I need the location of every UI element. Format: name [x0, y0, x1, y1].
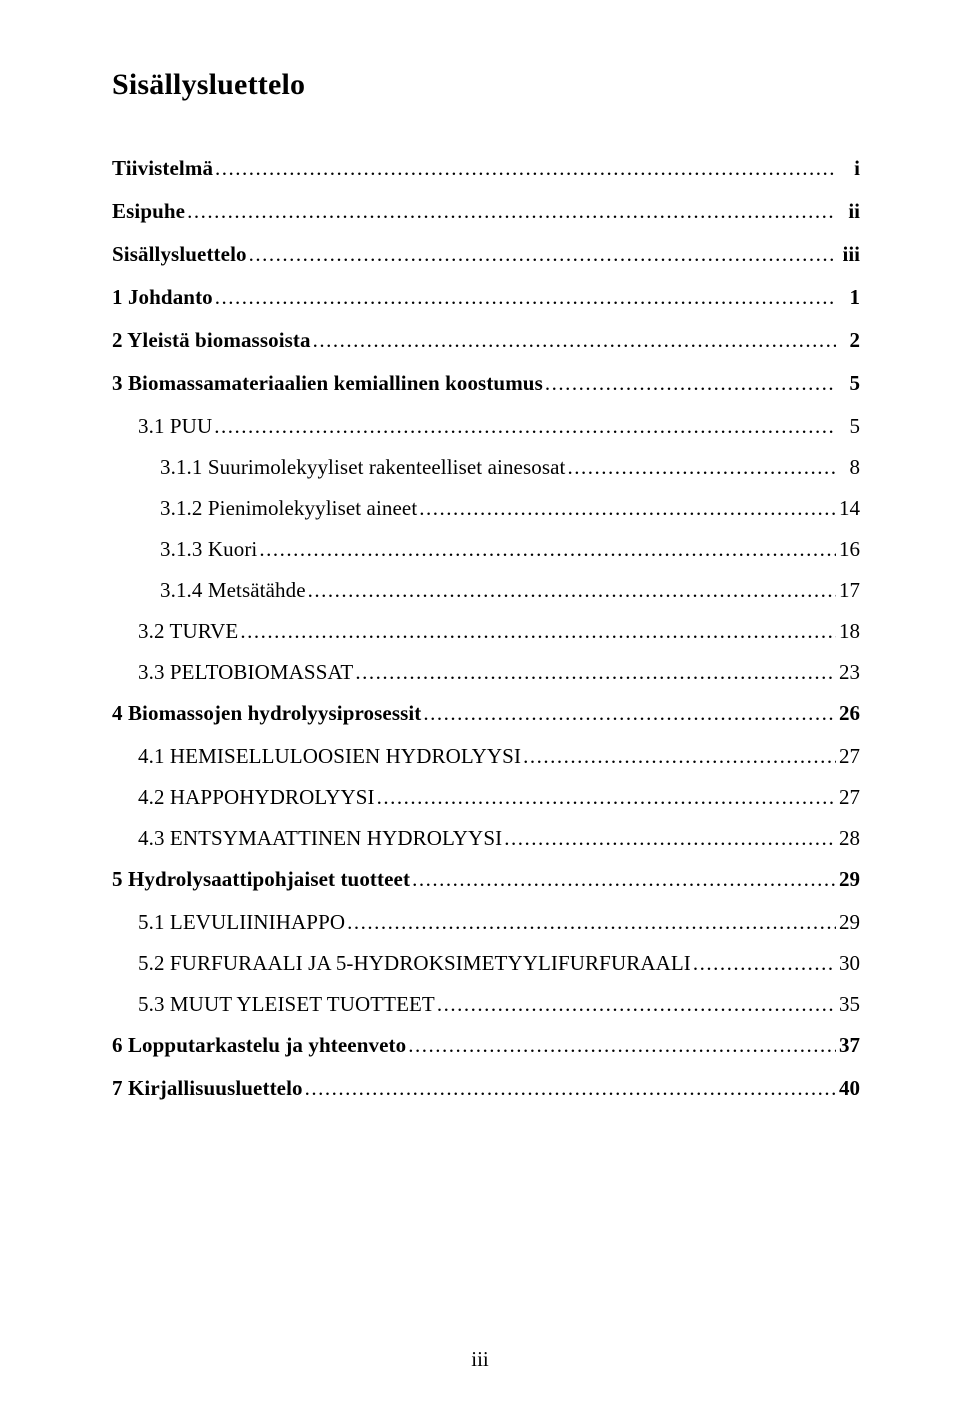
toc-dot-leader	[375, 787, 836, 808]
toc-entry: 3.1 PUU 5	[112, 416, 860, 437]
toc-entry-label: 3.3 PELTOBIOMASSAT	[112, 662, 353, 683]
toc-entry-label: 6 Lopputarkastelu ja yhteenveto	[112, 1035, 406, 1056]
toc-entry-label: 5.2 FURFURAALI JA 5-HYDROKSIMETYYLIFURFU…	[112, 953, 691, 974]
toc-entry-label: 5.1 LEVULIINIHAPPO	[112, 912, 345, 933]
toc-entry: 4.1 HEMISELLULOOSIEN HYDROLYYSI 27	[112, 746, 860, 767]
toc-entry-page: 40	[836, 1078, 860, 1099]
toc-entry-page: 1	[836, 287, 860, 308]
toc-dot-leader	[417, 498, 836, 519]
toc-dot-leader	[185, 201, 836, 222]
toc-entry-page: ii	[836, 201, 860, 222]
toc-dot-leader	[406, 1035, 836, 1056]
toc-dot-leader	[691, 953, 836, 974]
toc-entry-label: 3.1 PUU	[112, 416, 212, 437]
toc-entry: 7 Kirjallisuusluettelo 40	[112, 1078, 860, 1099]
toc-entry: 1 Johdanto 1	[112, 287, 860, 308]
toc-dot-leader	[410, 869, 836, 890]
toc-entry-page: 2	[836, 330, 860, 351]
toc-dot-leader	[521, 746, 836, 767]
spacer	[112, 134, 860, 150]
toc-dot-leader	[303, 1078, 836, 1099]
toc-entry-label: 5.3 MUUT YLEISET TUOTTEET	[112, 994, 435, 1015]
toc-dot-leader	[421, 703, 836, 724]
toc-dot-leader	[306, 580, 836, 601]
toc-list: Tiivistelmä i Esipuhe ii Sisällysluettelo iii…	[112, 158, 860, 1099]
toc-entry-page: 8	[836, 457, 860, 478]
toc-entry: 5.3 MUUT YLEISET TUOTTEET 35	[112, 994, 860, 1015]
toc-dot-leader	[257, 539, 836, 560]
toc-entry-label: Sisällysluettelo	[112, 244, 247, 265]
toc-title: Sisällysluettelo	[112, 68, 860, 102]
toc-entry-page: 16	[836, 539, 860, 560]
toc-entry-page: 29	[836, 869, 860, 890]
toc-entry-page: 28	[836, 828, 860, 849]
toc-dot-leader	[247, 244, 836, 265]
toc-entry: 3.1.3 Kuori 16	[112, 539, 860, 560]
toc-entry: 3.1.4 Metsätähde 17	[112, 580, 860, 601]
toc-entry: Sisällysluettelo iii	[112, 244, 860, 265]
toc-entry: 3.1.2 Pienimolekyyliset aineet 14	[112, 498, 860, 519]
toc-entry-page: 35	[836, 994, 860, 1015]
toc-dot-leader	[435, 994, 836, 1015]
toc-dot-leader	[345, 912, 836, 933]
toc-entry-page: 18	[836, 621, 860, 642]
toc-entry-page: 17	[836, 580, 860, 601]
toc-entry-label: 3.1.4 Metsätähde	[112, 580, 306, 601]
toc-dot-leader	[213, 158, 836, 179]
toc-entry-label: Esipuhe	[112, 201, 185, 222]
toc-entry-page: 14	[836, 498, 860, 519]
toc-entry-label: 4.2 HAPPOHYDROLYYSI	[112, 787, 375, 808]
toc-entry-label: 3 Biomassamateriaalien kemiallinen koost…	[112, 373, 543, 394]
toc-entry: 4.3 ENTSYMAATTINEN HYDROLYYSI 28	[112, 828, 860, 849]
toc-dot-leader	[502, 828, 836, 849]
toc-entry-page: 5	[836, 373, 860, 394]
toc-entry-page: 29	[836, 912, 860, 933]
toc-entry-label: 4.1 HEMISELLULOOSIEN HYDROLYYSI	[112, 746, 521, 767]
toc-entry-label: 7 Kirjallisuusluettelo	[112, 1078, 303, 1099]
toc-entry-label: 4.3 ENTSYMAATTINEN HYDROLYYSI	[112, 828, 502, 849]
toc-entry-page: 27	[836, 787, 860, 808]
toc-entry-page: 30	[836, 953, 860, 974]
toc-entry: 4 Biomassojen hydrolyysiprosessit 26	[112, 703, 860, 724]
toc-entry: 5.1 LEVULIINIHAPPO 29	[112, 912, 860, 933]
page-number: iii	[0, 1347, 960, 1372]
toc-entry: 4.2 HAPPOHYDROLYYSI 27	[112, 787, 860, 808]
toc-dot-leader	[238, 621, 836, 642]
toc-entry-label: 3.1.2 Pienimolekyyliset aineet	[112, 498, 417, 519]
toc-dot-leader	[565, 457, 836, 478]
toc-entry-label: 3.1.1 Suurimolekyyliset rakenteelliset a…	[112, 457, 565, 478]
toc-entry: 5 Hydrolysaattipohjaiset tuotteet 29	[112, 869, 860, 890]
toc-entry: 3 Biomassamateriaalien kemiallinen koost…	[112, 373, 860, 394]
toc-dot-leader	[543, 373, 836, 394]
toc-entry-label: 1 Johdanto	[112, 287, 213, 308]
toc-entry-label: Tiivistelmä	[112, 158, 213, 179]
toc-entry: 3.1.1 Suurimolekyyliset rakenteelliset a…	[112, 457, 860, 478]
toc-dot-leader	[353, 662, 836, 683]
toc-entry: 3.3 PELTOBIOMASSAT 23	[112, 662, 860, 683]
toc-entry: Tiivistelmä i	[112, 158, 860, 179]
toc-entry-page: 5	[836, 416, 860, 437]
toc-entry-label: 3.2 TURVE	[112, 621, 238, 642]
toc-entry: 3.2 TURVE 18	[112, 621, 860, 642]
toc-entry-label: 3.1.3 Kuori	[112, 539, 257, 560]
toc-dot-leader	[311, 330, 836, 351]
toc-entry: 5.2 FURFURAALI JA 5-HYDROKSIMETYYLIFURFU…	[112, 953, 860, 974]
toc-entry-label: 4 Biomassojen hydrolyysiprosessit	[112, 703, 421, 724]
toc-dot-leader	[213, 287, 836, 308]
toc-entry-page: 23	[836, 662, 860, 683]
toc-dot-leader	[212, 416, 836, 437]
toc-entry: 6 Lopputarkastelu ja yhteenveto 37	[112, 1035, 860, 1056]
toc-entry-label: 5 Hydrolysaattipohjaiset tuotteet	[112, 869, 410, 890]
toc-entry-page: 26	[836, 703, 860, 724]
toc-entry-label: 2 Yleistä biomassoista	[112, 330, 311, 351]
toc-entry: Esipuhe ii	[112, 201, 860, 222]
toc-entry-page: 37	[836, 1035, 860, 1056]
toc-entry-page: 27	[836, 746, 860, 767]
toc-entry-page: i	[836, 158, 860, 179]
toc-entry-page: iii	[836, 244, 860, 265]
toc-entry: 2 Yleistä biomassoista 2	[112, 330, 860, 351]
page-container: Sisällysluettelo Tiivistelmä i Esipuhe ii Si…	[0, 0, 960, 1428]
